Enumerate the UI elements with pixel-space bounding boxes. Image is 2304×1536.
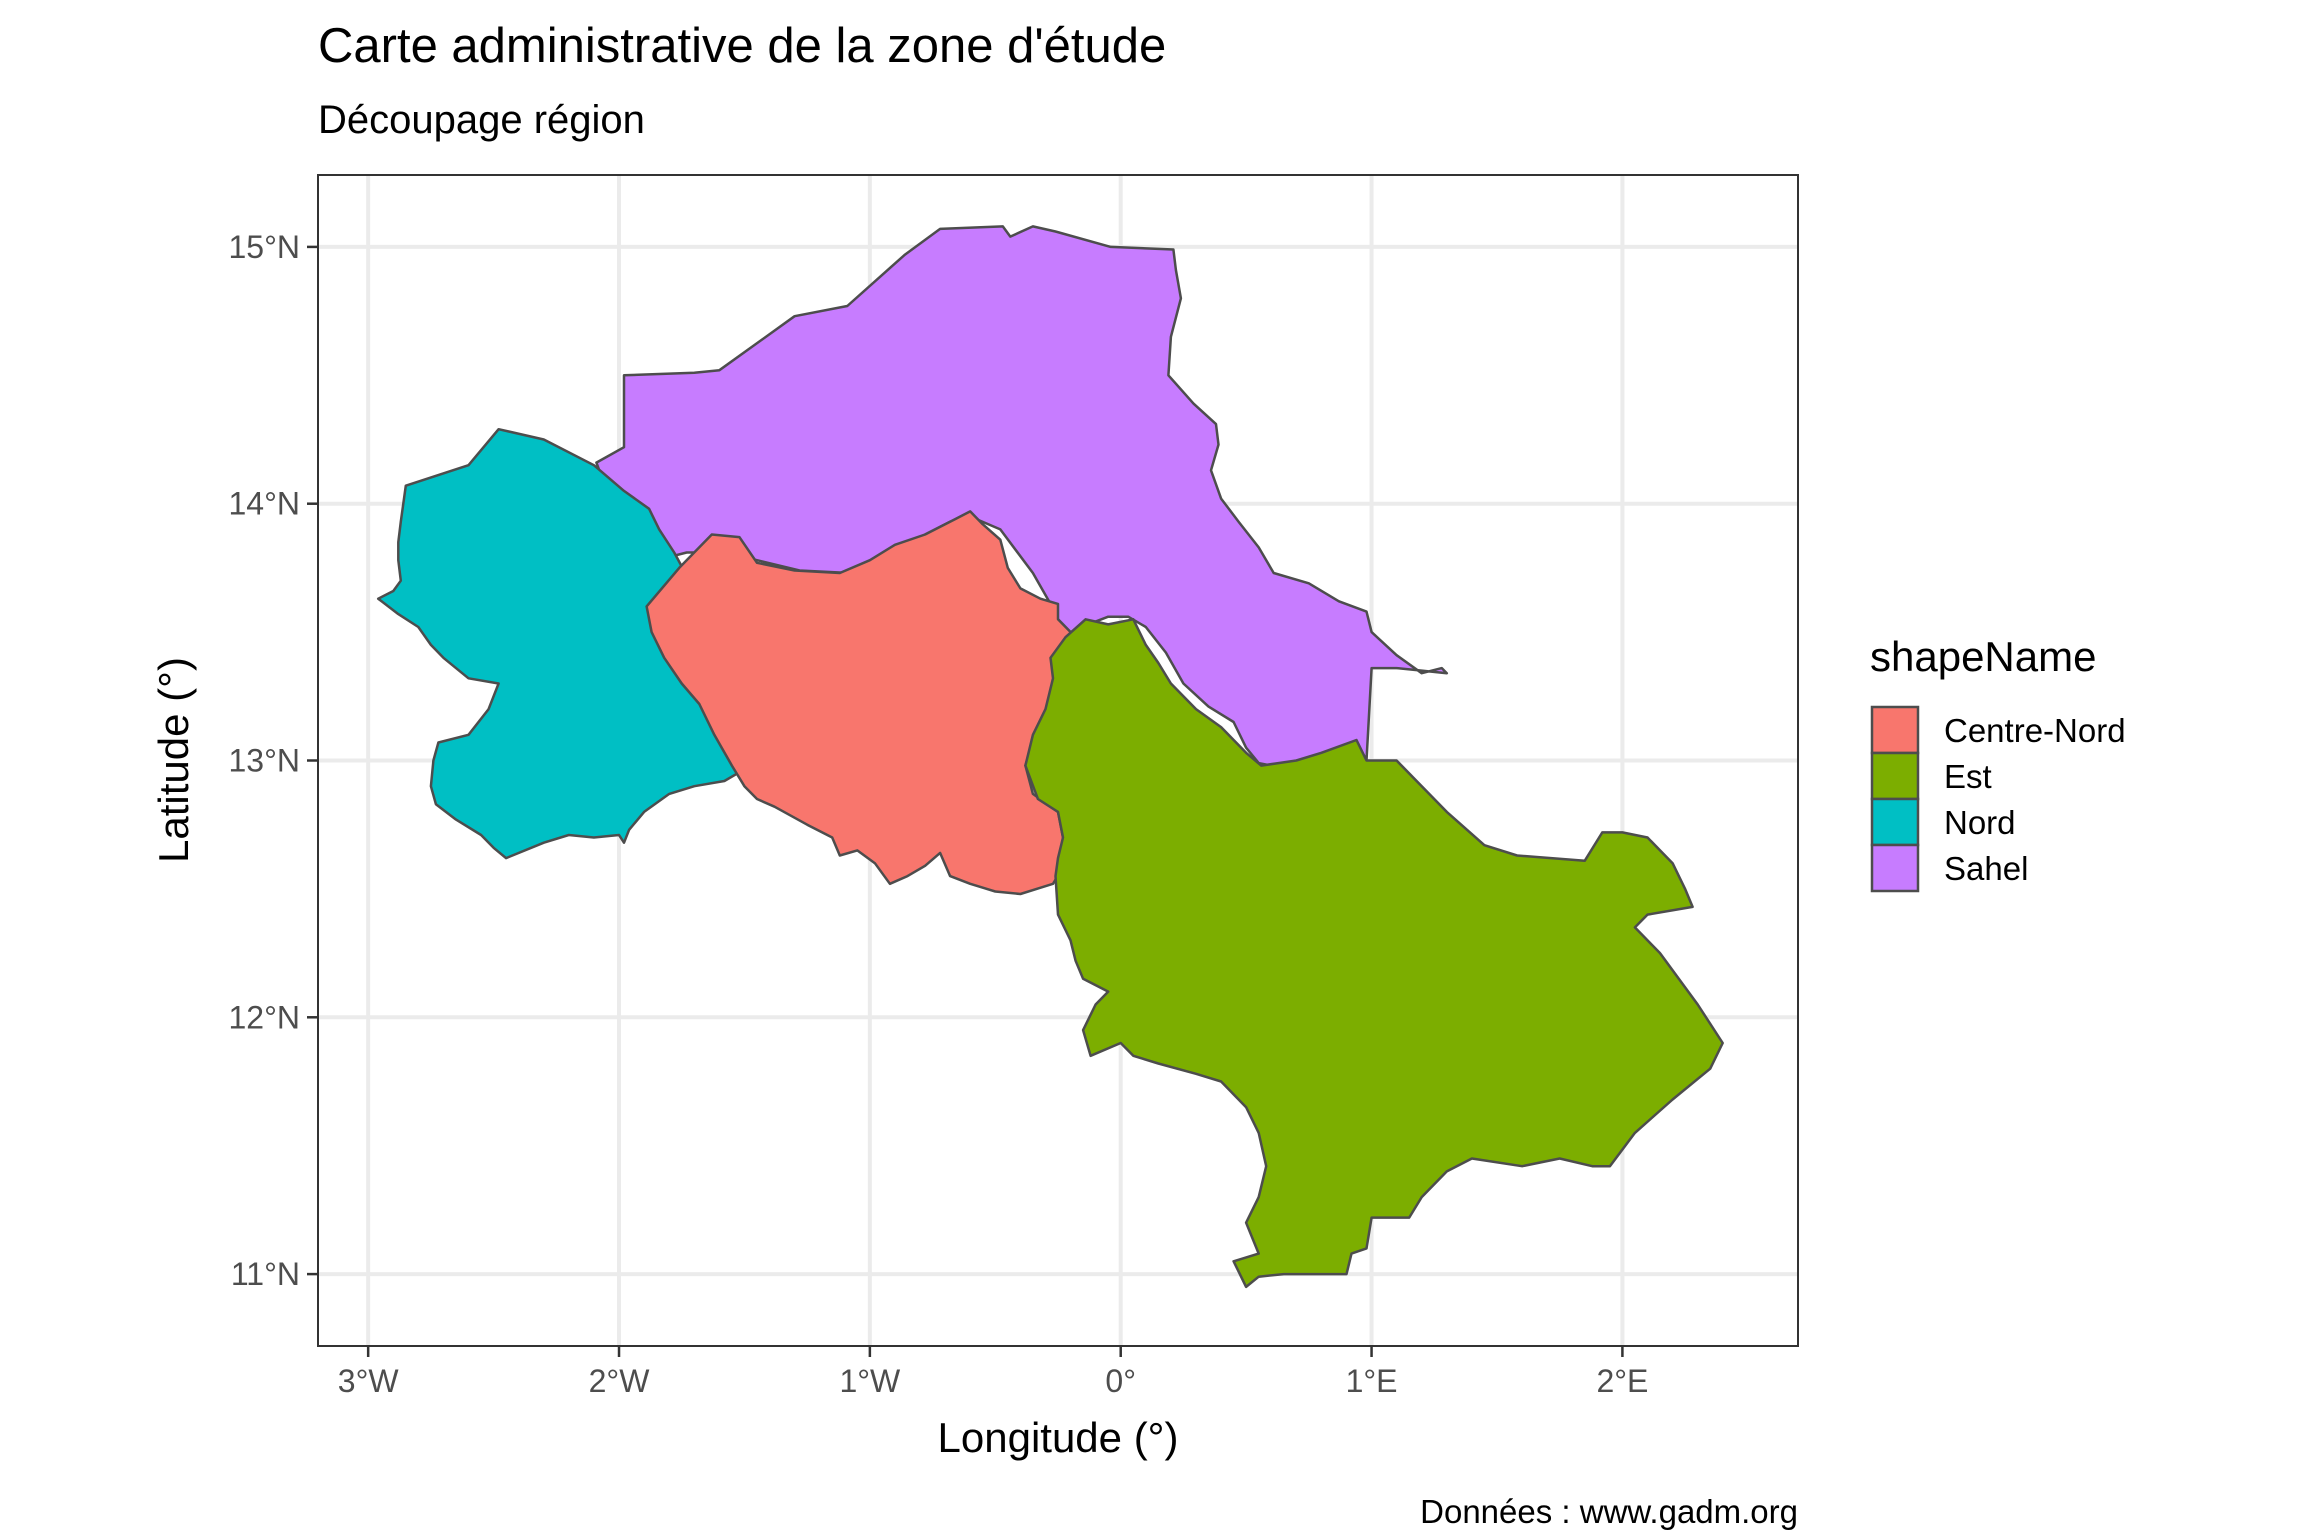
- caption: Données : www.gadm.org: [1420, 1493, 1798, 1530]
- region-nord: [376, 427, 744, 860]
- legend-label-nord: Nord: [1944, 804, 2016, 841]
- x-tick-label-5: 2°E: [1596, 1363, 1648, 1399]
- region-polygons: [376, 225, 1724, 1289]
- y-tick-label-0: 11°N: [231, 1256, 300, 1292]
- legend-label-centre-nord: Centre-Nord: [1944, 712, 2126, 749]
- y-tick-label-3: 14°N: [229, 486, 301, 522]
- legend-entries: Centre-Nord Est Nord Sahel: [1870, 705, 2126, 893]
- legend-key-centre-nord: [1870, 705, 1920, 755]
- map-panel: [317, 174, 1799, 1347]
- legend: shapeName Centre-Nord Est Nord Sahel: [1870, 633, 2126, 893]
- legend-label-sahel: Sahel: [1944, 850, 2028, 887]
- x-tick-label-3: 0°: [1105, 1363, 1136, 1399]
- x-tick-label-2: 1°W: [839, 1363, 901, 1399]
- y-tick-label-4: 15°N: [229, 229, 301, 265]
- region-est: [1024, 618, 1724, 1289]
- legend-key-nord: [1870, 797, 1920, 847]
- x-axis-ticks: 3°W 2°W 1°W 0° 1°E 2°E: [338, 1346, 1648, 1399]
- x-axis-title: Longitude (°): [938, 1414, 1179, 1461]
- legend-title: shapeName: [1870, 633, 2096, 680]
- x-tick-label-4: 1°E: [1346, 1363, 1398, 1399]
- chart-subtitle: Découpage région: [318, 98, 645, 142]
- y-axis-ticks: 11°N 12°N 13°N 14°N 15°N: [229, 229, 318, 1292]
- x-tick-label-0: 3°W: [338, 1363, 400, 1399]
- y-axis-title: Latitude (°): [150, 657, 197, 863]
- legend-key-sahel: [1870, 843, 1920, 893]
- chart-title: Carte administrative de la zone d'étude: [318, 19, 1166, 73]
- y-tick-label-1: 12°N: [229, 999, 301, 1035]
- y-tick-label-2: 13°N: [229, 743, 301, 779]
- legend-label-est: Est: [1944, 758, 1992, 795]
- x-tick-label-1: 2°W: [589, 1363, 651, 1399]
- legend-key-est: [1870, 751, 1920, 801]
